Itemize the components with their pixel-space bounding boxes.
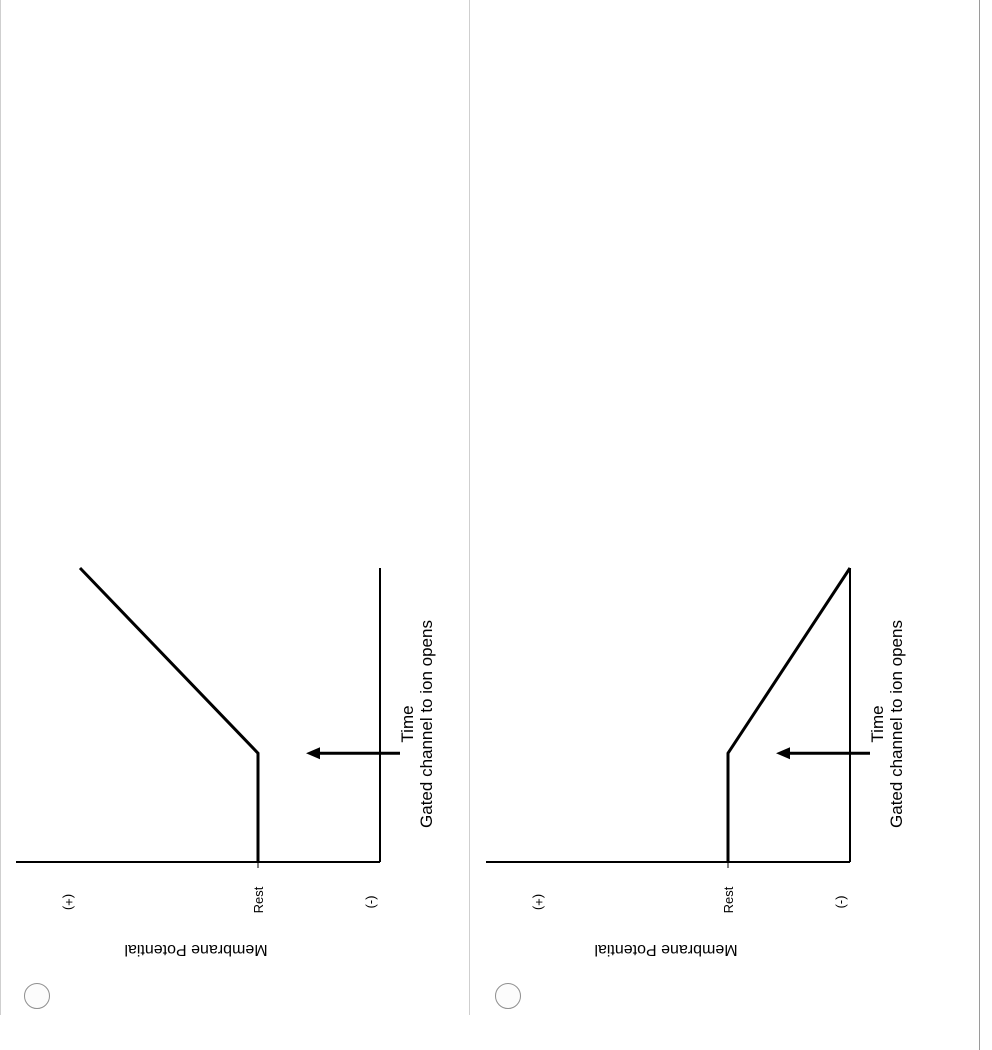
- x-axis-label: Time: [398, 705, 417, 742]
- event-arrow-head: [306, 747, 320, 760]
- x-axis-label: Time: [868, 705, 887, 742]
- answer-option-1[interactable]: (+) Rest (-) Membrane Potential Time Gated ch…: [0, 0, 469, 1015]
- y-tick-label-minus: (-): [835, 896, 850, 909]
- page-border-right: [979, 0, 980, 1050]
- panel-border-left: [0, 0, 1, 1015]
- y-tick-label-plus: (+): [532, 894, 547, 910]
- y-tick-label-minus: (-): [365, 896, 380, 909]
- event-annotation: Gated channel to ion opens: [887, 620, 906, 828]
- option-2-radio-button[interactable]: [495, 983, 521, 1009]
- membrane-potential-chart-2: (+) Rest (-) Membrane Potential Time Gated ch…: [486, 567, 906, 958]
- answer-option-2[interactable]: (+) Rest (-) Membrane Potential Time Gated ch…: [470, 0, 979, 1015]
- y-axis-label: Membrane Potential: [124, 941, 267, 958]
- membrane-potential-line: [726, 567, 852, 862]
- y-axis-label: Membrane Potential: [594, 941, 737, 958]
- membrane-potential-chart-1: (+) Rest (-) Membrane Potential Time Gated ch…: [16, 566, 436, 958]
- membrane-potential-line: [78, 566, 260, 862]
- y-tick-label-rest: Rest: [251, 886, 266, 913]
- y-tick-label-rest: Rest: [721, 886, 736, 913]
- event-arrow-head: [776, 747, 790, 760]
- option-1-radio-button[interactable]: [24, 983, 50, 1009]
- event-annotation: Gated channel to ion opens: [417, 620, 436, 828]
- y-tick-label-plus: (+): [62, 894, 77, 910]
- panel-divider: [469, 0, 470, 1015]
